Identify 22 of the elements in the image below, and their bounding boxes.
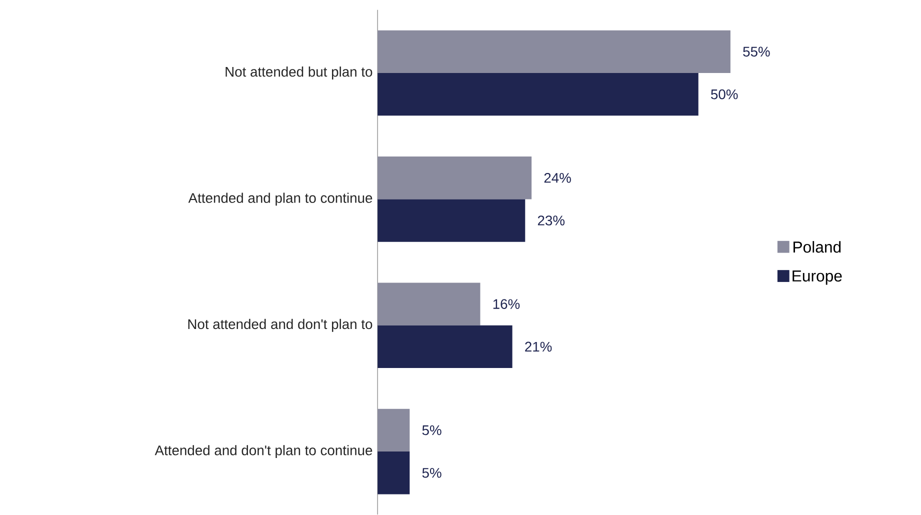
- data-label: 23%: [538, 216, 565, 226]
- y-tick-label: Not attended but plan to: [226, 66, 372, 80]
- bar: [378, 326, 512, 368]
- data-label: 50%: [711, 90, 738, 100]
- bar: [378, 73, 698, 116]
- y-tick-label: Attended and don't plan to continue: [154, 445, 372, 458]
- y-tick-label: Attended and plan to continue: [188, 192, 372, 206]
- bar: [378, 156, 532, 200]
- data-label: 16%: [493, 299, 520, 310]
- bar: [378, 409, 410, 452]
- bar: [378, 199, 526, 242]
- bar: [378, 30, 730, 74]
- y-tick-label: Not attended and don't plan to: [188, 319, 372, 332]
- data-label: 5%: [422, 426, 442, 436]
- data-label: 55%: [743, 46, 770, 57]
- data-label: 21%: [525, 342, 552, 352]
- bar: [378, 452, 410, 494]
- data-label: 5%: [422, 468, 442, 478]
- legend-label: Poland: [794, 241, 841, 253]
- data-label: 24%: [544, 173, 571, 183]
- legend-label: Europe: [792, 270, 842, 285]
- bar: [378, 282, 480, 326]
